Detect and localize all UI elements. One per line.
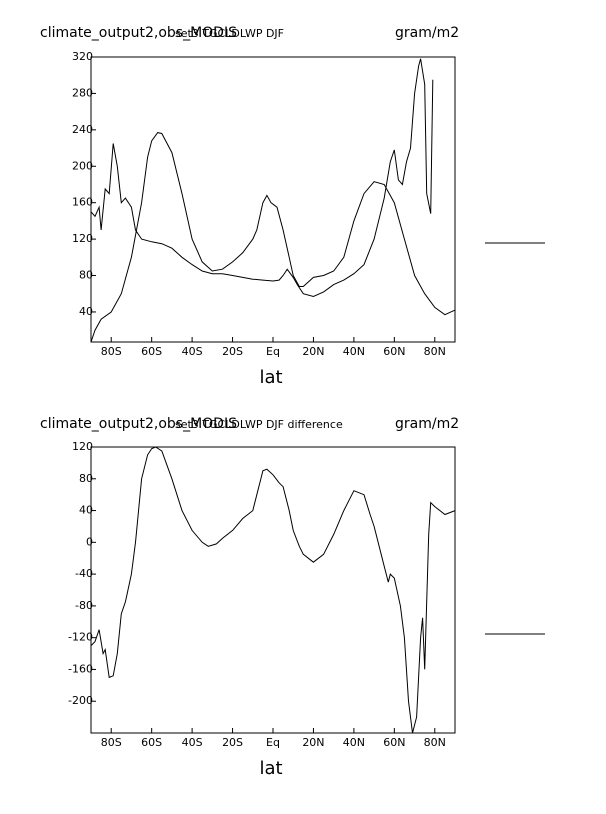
chart-title: climate_output2,obs_MODIS (40, 25, 237, 41)
x-tick-label: 60N (383, 736, 405, 749)
y-tick-label: -120 (68, 631, 93, 644)
x-tick-label: 40S (182, 345, 203, 358)
chart-title: climate_output2,obs_MODIS (40, 416, 237, 432)
units-label: gram/m2 (395, 25, 459, 41)
y-tick-label: 40 (79, 504, 93, 517)
x-tick-label: 20S (222, 736, 243, 749)
plot-frame (90, 446, 456, 734)
y-tick-label: -40 (75, 567, 93, 580)
x-tick-label: 60S (141, 345, 162, 358)
y-tick-label: 240 (72, 123, 93, 136)
x-tick-label: 60N (383, 345, 405, 358)
plot-frame (90, 56, 456, 343)
y-tick-label: 160 (72, 196, 93, 209)
x-tick-label: 40S (182, 736, 203, 749)
x-tick-label: 20N (302, 345, 324, 358)
data-line (90, 446, 456, 734)
y-tick-label: 40 (79, 305, 93, 318)
x-tick-label: 80N (424, 345, 446, 358)
y-tick-label: 0 (86, 535, 93, 548)
y-tick-label: 80 (79, 269, 93, 282)
y-tick-label: 320 (72, 50, 93, 63)
x-axis-label: lat (259, 367, 282, 388)
data-line (90, 58, 434, 298)
x-tick-label: 20N (302, 736, 324, 749)
y-tick-label: 200 (72, 159, 93, 172)
y-tick-label: -200 (68, 694, 93, 707)
data-line (90, 132, 456, 343)
units-label: gram/m2 (395, 416, 459, 432)
x-tick-label: Eq (266, 736, 280, 749)
x-tick-label: 40N (343, 345, 365, 358)
x-tick-label: 60S (141, 736, 162, 749)
chart-subtitle: set3 TGCLDLWP DJF difference (175, 418, 343, 431)
chart-subtitle: set3 TGCLDLWP DJF (175, 27, 284, 40)
x-tick-label: 40N (343, 736, 365, 749)
y-tick-label: 280 (72, 86, 93, 99)
x-tick-label: 80N (424, 736, 446, 749)
y-tick-label: -160 (68, 662, 93, 675)
y-tick-label: 120 (72, 232, 93, 245)
x-tick-label: 20S (222, 345, 243, 358)
x-tick-label: 80S (101, 345, 122, 358)
x-axis-label: lat (259, 758, 282, 779)
y-tick-label: 120 (72, 440, 93, 453)
x-tick-label: 80S (101, 736, 122, 749)
x-tick-label: Eq (266, 345, 280, 358)
y-tick-label: -80 (75, 599, 93, 612)
y-tick-label: 80 (79, 472, 93, 485)
